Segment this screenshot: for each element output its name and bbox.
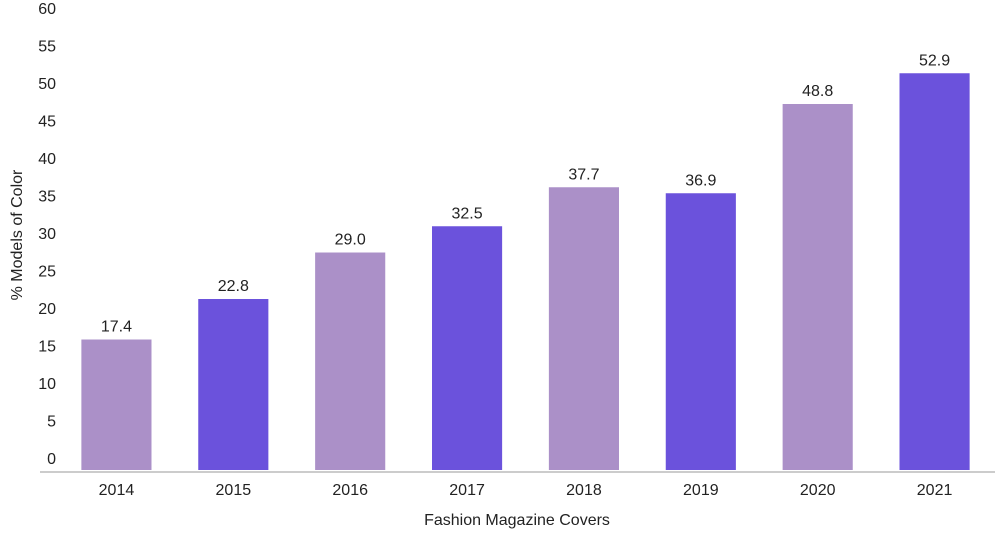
y-tick-label: 60 <box>38 1 56 18</box>
value-label: 32.5 <box>451 205 482 222</box>
y-tick-label: 35 <box>38 189 56 206</box>
y-tick-label: 0 <box>47 451 56 468</box>
y-tick-label: 25 <box>38 264 56 281</box>
x-tick-label: 2019 <box>683 482 719 499</box>
x-tick-label: 2021 <box>917 482 953 499</box>
value-label: 48.8 <box>802 83 833 100</box>
value-label: 36.9 <box>685 172 716 189</box>
bar <box>198 299 269 470</box>
bar <box>665 193 736 470</box>
value-label: 37.7 <box>568 166 599 183</box>
y-tick-label: 5 <box>47 414 56 431</box>
bar <box>315 252 386 470</box>
x-tick-label: 2017 <box>449 482 485 499</box>
x-tick-label: 2016 <box>332 482 368 499</box>
bar <box>81 339 152 470</box>
y-tick-label: 15 <box>38 339 56 356</box>
y-tick-label: 10 <box>38 376 56 393</box>
x-tick-label: 2018 <box>566 482 602 499</box>
value-label: 52.9 <box>919 52 950 69</box>
y-axis-label: % Models of Color <box>9 169 26 300</box>
bar <box>548 187 619 470</box>
bar <box>432 226 503 470</box>
y-tick-label: 55 <box>38 39 56 56</box>
bar <box>899 73 970 470</box>
x-tick-label: 2015 <box>216 482 252 499</box>
x-tick-label: 2020 <box>800 482 836 499</box>
value-label: 29.0 <box>335 232 366 249</box>
x-tick-label: 2014 <box>99 482 135 499</box>
y-tick-label: 30 <box>38 226 56 243</box>
y-tick-label: 45 <box>38 114 56 131</box>
value-label: 22.8 <box>218 278 249 295</box>
y-tick-label: 20 <box>38 301 56 318</box>
x-axis-label: Fashion Magazine Covers <box>424 512 610 529</box>
bar <box>782 104 853 470</box>
y-tick-label: 40 <box>38 151 56 168</box>
y-tick-label: 50 <box>38 76 56 93</box>
value-label: 17.4 <box>101 319 132 336</box>
